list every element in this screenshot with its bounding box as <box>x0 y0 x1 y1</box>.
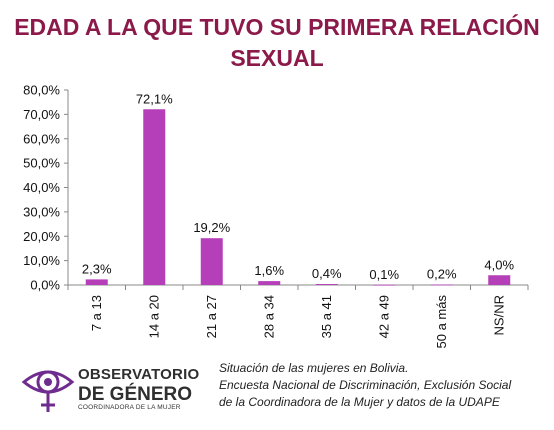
bar <box>373 284 396 286</box>
y-tick-label: 40,0% <box>23 180 60 195</box>
x-tick-label: 50 a más <box>434 295 449 349</box>
data-label: 19,2% <box>193 220 230 235</box>
data-label: 4,0% <box>484 257 514 272</box>
y-tick-label: 80,0% <box>23 83 60 98</box>
observatorio-logo: OBSERVATORIO DE GÉNERO COORDINADORA DE L… <box>20 360 199 420</box>
source-line-2: Encuesta Nacional de Discriminación, Exc… <box>219 378 512 392</box>
y-tick-label: 70,0% <box>23 107 60 122</box>
data-label: 1,6% <box>254 263 284 278</box>
bar <box>200 238 223 285</box>
chart-title: EDAD A LA QUE TUVO SU PRIMERA RELACIÓN S… <box>0 12 554 74</box>
y-tick-label: 50,0% <box>23 156 60 171</box>
y-tick-label: 10,0% <box>23 253 60 268</box>
y-tick-label: 60,0% <box>23 131 60 146</box>
y-tick-label: 20,0% <box>23 229 60 244</box>
bar <box>143 109 166 285</box>
x-tick-label: 14 a 20 <box>146 295 161 338</box>
logo-text-coordinadora: COORDINADORA DE LA MUJER <box>78 404 181 411</box>
data-label: 2,3% <box>82 261 112 276</box>
data-label: 0,1% <box>369 267 399 282</box>
bar <box>258 281 281 285</box>
x-tick-label: NS/NR <box>491 295 506 335</box>
data-label: 0,4% <box>312 266 342 281</box>
x-tick-label: 21 a 27 <box>204 295 219 338</box>
x-tick-label: 35 a 41 <box>319 295 334 338</box>
bar <box>85 279 108 285</box>
y-tick-label: 0,0% <box>30 278 60 293</box>
source-line-1: Situación de las mujeres en Bolivia. <box>219 361 409 375</box>
chart-title-line1: EDAD A LA QUE TUVO SU PRIMERA RELACIÓN <box>14 14 540 40</box>
x-tick-label: 42 a 49 <box>376 295 391 338</box>
y-tick-label: 30,0% <box>23 204 60 219</box>
x-tick-label: 7 a 13 <box>89 295 104 331</box>
bar <box>430 284 453 286</box>
logo-text-de-genero: DE GÉNERO <box>78 384 193 405</box>
data-label: 72,1% <box>136 91 173 106</box>
data-label: 0,2% <box>427 267 457 282</box>
logo-text-observatorio: OBSERVATORIO <box>78 366 200 383</box>
bar <box>315 284 338 285</box>
x-tick-label: 28 a 34 <box>261 295 276 338</box>
bar <box>488 275 511 285</box>
chart-title-line2: SEXUAL <box>230 45 324 71</box>
source-line-3: de la Coordinadora de la Mujer y datos d… <box>219 395 500 409</box>
source-note: Situación de las mujeres en Bolivia. Enc… <box>219 360 511 411</box>
eye-venus-symbol-icon <box>21 370 75 412</box>
